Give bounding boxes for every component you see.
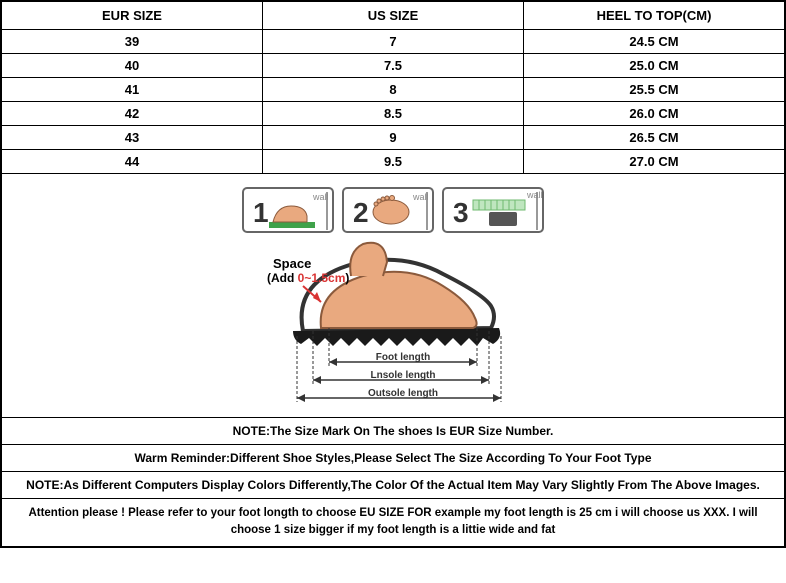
size-table: EUR SIZE US SIZE HEEL TO TOP(CM) 39724.5… [1, 1, 785, 174]
step-2-num: 2 [353, 197, 369, 228]
step-3-box: 3 wall [443, 188, 543, 232]
note-size-mark: NOTE:The Size Mark On The shoes Is EUR S… [1, 418, 785, 445]
table-row: 41825.5 CM [2, 78, 785, 102]
table-row: 39724.5 CM [2, 30, 785, 54]
step-3-num: 3 [453, 197, 469, 228]
shoe-diagram: Space (Add 0~1.5cm) Foot length [267, 243, 501, 402]
foot-diagram: 1 wall 2 [233, 186, 553, 411]
outsole-length-label: Outsole length [368, 388, 438, 399]
step-1-num: 1 [253, 197, 269, 228]
col-eur: EUR SIZE [2, 2, 263, 30]
note-color-disclaimer: NOTE:As Different Computers Display Colo… [1, 472, 785, 499]
space-label: Space [273, 256, 311, 271]
note-warm-reminder: Warm Reminder:Different Shoe Styles,Plea… [1, 445, 785, 472]
step-3-wall: wall [526, 190, 543, 200]
foot-length-label: Foot length [376, 352, 430, 363]
table-row: 43926.5 CM [2, 126, 785, 150]
note-attention: Attention please ! Please refer to your … [1, 499, 785, 547]
col-heel: HEEL TO TOP(CM) [524, 2, 785, 30]
table-header-row: EUR SIZE US SIZE HEEL TO TOP(CM) [2, 2, 785, 30]
col-us: US SIZE [263, 2, 524, 30]
table-row: 428.526.0 CM [2, 102, 785, 126]
insole-length-label: Lnsole length [371, 370, 436, 381]
page-container: EUR SIZE US SIZE HEEL TO TOP(CM) 39724.5… [0, 0, 786, 548]
step-1-box: 1 wall [243, 188, 333, 232]
table-body: 39724.5 CM 407.525.0 CM 41825.5 CM 428.5… [2, 30, 785, 174]
space-sub: (Add 0~1.5cm) [267, 271, 349, 285]
table-row: 407.525.0 CM [2, 54, 785, 78]
step-1-wall: wall [312, 192, 329, 202]
diagram-section: 1 wall 2 [1, 174, 785, 418]
step-2-box: 2 wall [343, 188, 433, 232]
table-row: 449.527.0 CM [2, 150, 785, 174]
step-2-wall: wall [412, 192, 429, 202]
